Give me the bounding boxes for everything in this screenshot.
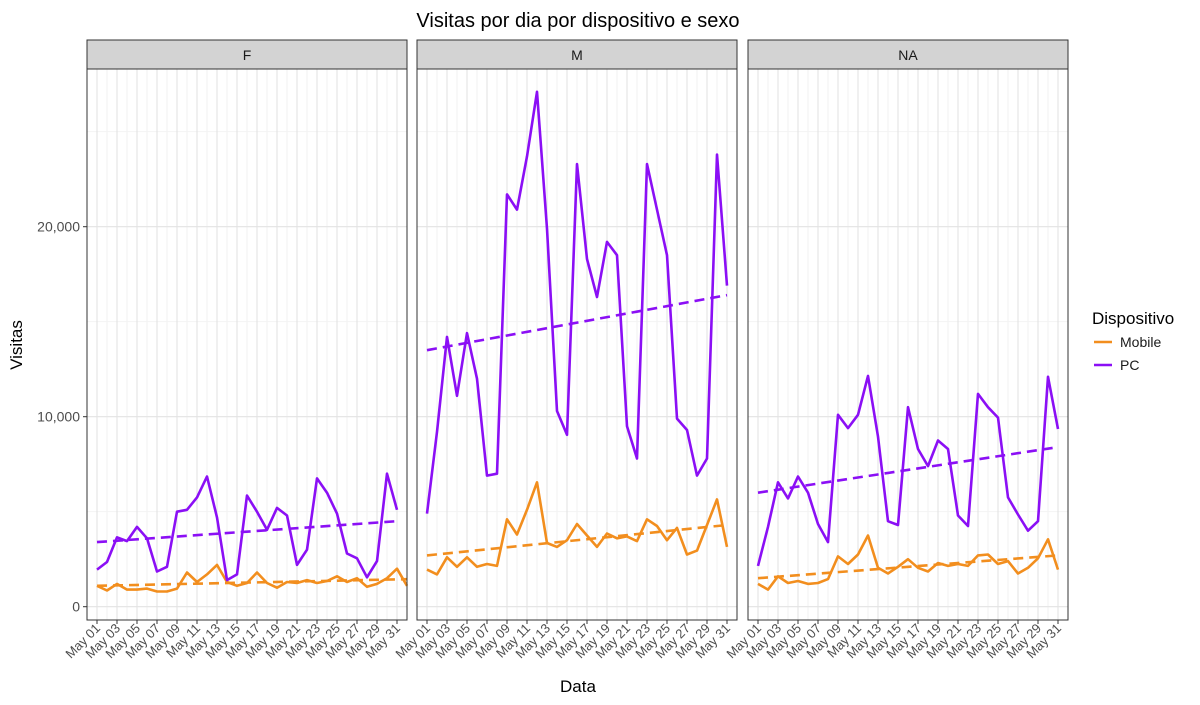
trend-line-pc — [96, 519, 398, 544]
y-axis-label: Visitas — [7, 320, 26, 370]
legend-title: Dispositivo — [1092, 309, 1174, 328]
legend: Dispositivo Mobile PC — [1092, 309, 1174, 373]
y-axis: 0 10,000 20,000 — [37, 219, 87, 615]
trend-line-pc — [426, 293, 728, 352]
y-tick-label: 20,000 — [37, 219, 80, 235]
series-line-mobile — [426, 480, 729, 576]
trend-line-pc — [757, 445, 1059, 494]
legend-label: Mobile — [1120, 334, 1161, 350]
facet-strip — [86, 39, 408, 70]
trend-line-mobile — [757, 554, 1059, 580]
x-axis-label: Data — [560, 677, 596, 696]
trend-line-mobile — [96, 577, 408, 588]
series-line-mobile — [96, 563, 409, 593]
facet-strip-label: NA — [898, 47, 918, 63]
facet-strip-label: M — [571, 47, 583, 63]
facet-strip — [747, 39, 1069, 70]
facet-strip — [416, 39, 738, 70]
series-line-pc — [425, 90, 729, 514]
y-tick-label: 0 — [72, 599, 80, 615]
series-line-mobile — [757, 534, 1060, 591]
series-line-pc — [756, 374, 1060, 567]
facet-strip-label: F — [243, 47, 252, 63]
chart-title: Visitas por dia por dispositivo e sexo — [416, 10, 739, 32]
legend-label: PC — [1120, 357, 1139, 373]
legend-entry-pc: PC — [1094, 357, 1139, 373]
legend-entry-mobile: Mobile — [1094, 334, 1161, 350]
y-tick-label: 10,000 — [37, 409, 80, 425]
trend-line-mobile — [426, 523, 728, 557]
